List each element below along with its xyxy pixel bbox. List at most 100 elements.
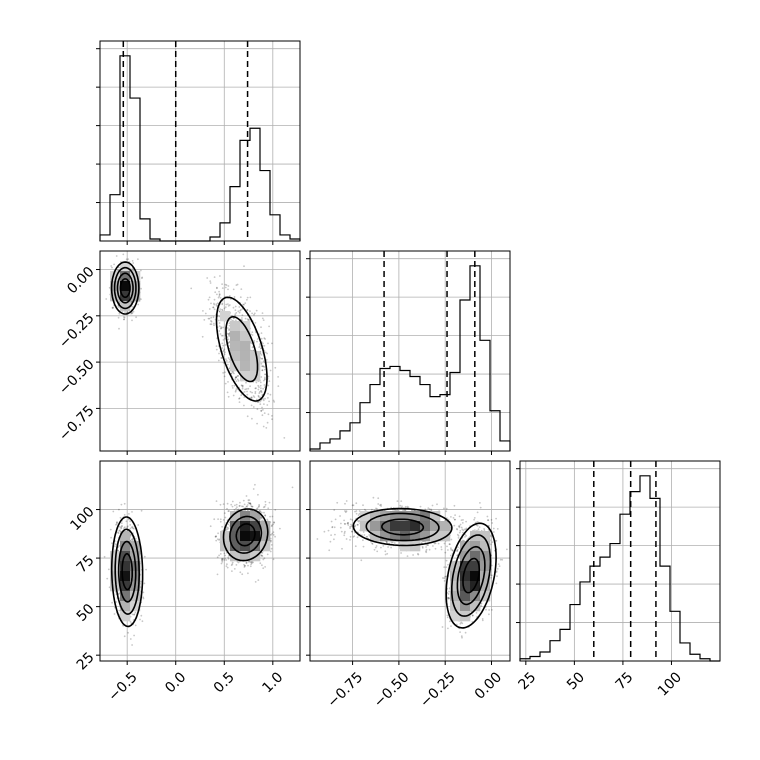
scatter-point: [213, 324, 215, 326]
x-tick-label: 50: [564, 669, 588, 693]
scatter-point: [340, 530, 343, 533]
scatter-point: [214, 535, 217, 538]
scatter-point: [260, 511, 263, 514]
scatter-point: [333, 526, 336, 529]
scatter-point: [142, 596, 145, 599]
scatter-point: [216, 573, 219, 576]
scatter-point: [349, 527, 351, 530]
scatter-point: [253, 312, 256, 315]
scatter-point: [137, 258, 139, 261]
scatter-point: [125, 258, 128, 261]
scatter-point: [217, 538, 219, 541]
scatter-point: [227, 510, 230, 512]
scatter-point: [462, 531, 464, 534]
scatter-point: [377, 503, 380, 505]
scatter-point: [218, 315, 221, 318]
scatter-point: [227, 288, 229, 291]
scatter-point: [475, 521, 478, 524]
scatter-point: [261, 369, 264, 372]
scatter-point: [112, 510, 115, 513]
scatter-point: [277, 376, 279, 378]
scatter-point: [237, 375, 239, 377]
scatter-point: [259, 381, 262, 384]
scatter-point: [231, 385, 234, 387]
scatter-point: [272, 558, 275, 561]
scatter-point: [221, 561, 224, 563]
scatter-point: [260, 376, 263, 378]
scatter-point: [495, 540, 498, 542]
scatter-point: [216, 556, 219, 559]
panel-hist-p0: [96, 40, 301, 245]
x-tick-label: 100: [655, 669, 685, 699]
scatter-point: [336, 501, 339, 504]
scatter-point: [231, 505, 234, 508]
scatter-point: [223, 559, 226, 561]
y-tick-label: 0.00: [64, 264, 97, 297]
scatter-point: [224, 557, 227, 560]
scatter-point: [421, 545, 424, 548]
scatter-point: [227, 357, 230, 359]
scatter-point: [240, 288, 243, 290]
scatter-point: [228, 329, 231, 332]
scatter-point: [214, 291, 217, 294]
scatter-point: [237, 561, 240, 564]
scatter-point: [258, 504, 260, 506]
scatter-point: [247, 499, 250, 502]
scatter-point: [425, 546, 427, 548]
scatter-point: [220, 334, 223, 337]
scatter-point: [483, 528, 485, 530]
scatter-point: [130, 312, 133, 315]
scatter-point: [491, 541, 494, 544]
scatter-point: [131, 319, 133, 322]
scatter-point: [258, 346, 261, 348]
scatter-point: [490, 564, 493, 567]
scatter-point: [232, 306, 235, 309]
scatter-point: [118, 592, 121, 594]
scatter-point: [272, 531, 275, 534]
scatter-point: [250, 342, 253, 345]
scatter-point: [452, 549, 454, 552]
scatter-point: [133, 634, 136, 637]
scatter-point: [269, 393, 272, 396]
density-cell: [230, 541, 241, 552]
scatter-point: [399, 504, 402, 507]
scatter-point: [445, 507, 448, 510]
scatter-point: [219, 327, 222, 330]
scatter-point: [459, 523, 462, 526]
scatter-point: [226, 327, 229, 329]
density-cell: [410, 511, 421, 522]
scatter-point: [218, 554, 221, 557]
scatter-point: [349, 518, 352, 521]
scatter-point: [390, 541, 393, 544]
scatter-point: [357, 520, 360, 523]
scatter-point: [131, 538, 133, 541]
scatter-point: [259, 396, 262, 399]
scatter-point: [425, 550, 427, 553]
density-cell: [260, 531, 271, 542]
scatter-point: [444, 551, 447, 554]
scatter-point: [347, 521, 349, 524]
scatter-point: [339, 526, 342, 529]
scatter-point: [487, 519, 490, 522]
scatter-point: [131, 613, 134, 616]
scatter-point: [116, 522, 118, 525]
scatter-point: [221, 308, 223, 311]
scatter-point: [221, 283, 224, 285]
density-contour: [121, 553, 133, 591]
scatter-point: [221, 303, 224, 306]
scatter-point: [227, 338, 230, 341]
scatter-point: [465, 520, 467, 523]
scatter-point: [273, 401, 276, 403]
scatter-point: [458, 531, 461, 534]
scatter-point: [428, 548, 431, 551]
density-cell: [230, 341, 241, 352]
scatter-point: [217, 319, 220, 322]
scatter-point: [202, 310, 204, 312]
scatter-point: [242, 384, 244, 387]
scatter-point: [221, 287, 224, 289]
scatter-point: [225, 565, 228, 567]
scatter-point: [345, 500, 348, 502]
scatter-point: [463, 528, 466, 531]
scatter-point: [222, 350, 225, 353]
panel-frame: [309, 460, 511, 662]
